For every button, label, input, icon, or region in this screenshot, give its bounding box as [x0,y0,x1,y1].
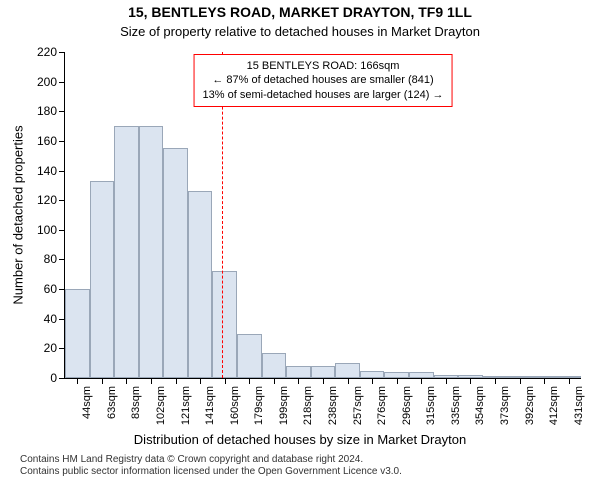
xtick-mark [274,378,275,384]
histogram-bar [212,271,237,378]
xtick-mark [225,378,226,384]
xtick-mark [397,378,398,384]
xtick-label: 179sqm [253,386,265,425]
xtick-label: 199sqm [278,386,290,425]
histogram-bar [262,353,287,378]
xtick-mark [495,378,496,384]
ytick-mark [59,52,65,53]
footer-attribution: Contains HM Land Registry data © Crown c… [0,454,600,478]
xtick-mark [249,378,250,384]
ytick-label: 0 [50,371,57,385]
ytick-mark [59,82,65,83]
ytick-label: 120 [37,193,57,207]
xtick-mark [520,378,521,384]
footer-line: Contains HM Land Registry data © Crown c… [20,454,600,466]
xtick-mark [421,378,422,384]
chart-subtitle: Size of property relative to detached ho… [0,24,600,39]
chart-container: { "chart": { "type": "histogram", "title… [0,0,600,500]
xtick-label: 392sqm [524,386,536,425]
xtick-mark [323,378,324,384]
ytick-mark [59,111,65,112]
xtick-label: 63sqm [106,386,118,419]
xtick-mark [77,378,78,384]
xtick-mark [544,378,545,384]
xtick-label: 373sqm [499,386,511,425]
ytick-label: 180 [37,104,57,118]
ytick-label: 140 [37,164,57,178]
ytick-mark [59,171,65,172]
histogram-bar [237,334,262,378]
xtick-label: 257sqm [352,386,364,425]
xtick-label: 354sqm [474,386,486,425]
xtick-mark [298,378,299,384]
ytick-mark [59,378,65,379]
y-axis-label: Number of detached properties [11,125,26,304]
ytick-mark [59,230,65,231]
histogram-bar [114,126,139,378]
annotation-line: ← 87% of detached houses are smaller (84… [203,73,444,87]
histogram-bar [188,191,213,378]
xtick-label: 276sqm [376,386,388,425]
histogram-bar [335,363,360,378]
xtick-label: 335sqm [450,386,462,425]
xtick-mark [446,378,447,384]
xtick-label: 141sqm [204,386,216,425]
ytick-mark [59,200,65,201]
ytick-label: 60 [44,282,57,296]
annotation-box: 15 BENTLEYS ROAD: 166sqm← 87% of detache… [194,54,453,107]
xtick-label: 160sqm [229,386,241,425]
ytick-label: 80 [44,252,57,266]
ytick-label: 100 [37,223,57,237]
xtick-label: 412sqm [548,386,560,425]
annotation-line: 15 BENTLEYS ROAD: 166sqm [203,59,444,73]
histogram-bar [286,366,311,378]
xtick-label: 218sqm [302,386,314,425]
histogram-bar [90,181,115,378]
histogram-bar [163,148,188,378]
chart-title: 15, BENTLEYS ROAD, MARKET DRAYTON, TF9 1… [0,4,600,20]
histogram-bar [360,371,385,378]
xtick-mark [348,378,349,384]
xtick-mark [470,378,471,384]
xtick-mark [200,378,201,384]
plot-area: 02040608010012014016018020022044sqm63sqm… [64,52,581,379]
xtick-label: 102sqm [155,386,167,425]
xtick-label: 121sqm [180,386,192,425]
x-axis-label: Distribution of detached houses by size … [0,432,600,447]
histogram-bar [139,126,164,378]
ytick-label: 200 [37,75,57,89]
xtick-mark [176,378,177,384]
xtick-label: 44sqm [81,386,93,419]
histogram-bar [65,289,90,378]
xtick-mark [569,378,570,384]
xtick-mark [102,378,103,384]
xtick-mark [151,378,152,384]
annotation-line: 13% of semi-detached houses are larger (… [203,88,444,102]
xtick-label: 296sqm [401,386,413,425]
ytick-mark [59,141,65,142]
ytick-mark [59,259,65,260]
ytick-label: 220 [37,45,57,59]
footer-line: Contains public sector information licen… [20,466,600,478]
xtick-label: 315sqm [425,386,437,425]
xtick-label: 431sqm [573,386,585,425]
xtick-label: 238sqm [327,386,339,425]
xtick-mark [126,378,127,384]
histogram-bar [311,366,336,378]
ytick-label: 160 [37,134,57,148]
xtick-mark [372,378,373,384]
ytick-label: 20 [44,341,57,355]
ytick-label: 40 [44,312,57,326]
xtick-label: 83sqm [130,386,142,419]
